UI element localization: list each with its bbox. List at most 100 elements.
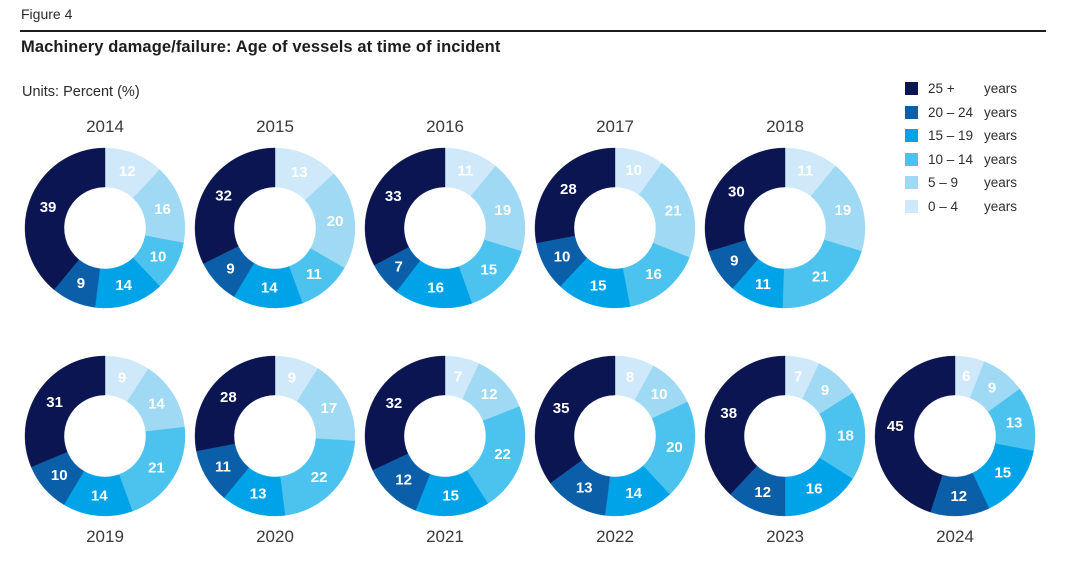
segment-value-label: 30: [728, 183, 745, 200]
segment-value-label: 14: [91, 488, 108, 505]
figure-label: Figure 4: [21, 6, 73, 22]
legend-item-20-24: 20 – 24 years: [905, 105, 1017, 120]
segment-value-label: 12: [481, 386, 498, 403]
segment-value-label: 6: [962, 368, 970, 385]
segment-value-label: 10: [651, 386, 668, 403]
donut-chart-2015: 2015 13 20 11 14 9 32: [190, 114, 360, 310]
year-label-2019: 2019: [86, 527, 124, 546]
donut-2024: 6 9 13 15 12 45: [874, 355, 1036, 517]
segment-value-label: 9: [226, 261, 234, 278]
segment-value-label: 11: [306, 266, 322, 283]
legend-unit-label: years: [984, 175, 1018, 190]
legend-item-0-4: 0 – 4 years: [905, 199, 1017, 214]
year-label-2021: 2021: [426, 527, 464, 546]
segment-value-label: 9: [288, 369, 296, 386]
page-title: Machinery damage/failure: Age of vessels…: [21, 38, 501, 56]
segment-value-label: 11: [755, 276, 771, 293]
donut-2016: 11 19 15 16 7 33: [364, 147, 526, 309]
segment-value-label: 28: [220, 389, 237, 406]
segment-25-plus: [364, 147, 446, 266]
units-label: Units: Percent (%): [22, 84, 140, 100]
year-label-2015: 2015: [256, 117, 294, 136]
segment-value-label: 10: [554, 249, 571, 266]
segment-25-plus: [194, 147, 276, 264]
segment-value-label: 21: [665, 203, 682, 220]
segment-value-label: 20: [327, 213, 344, 230]
year-label-2016: 2016: [426, 117, 464, 136]
donut-chart-2024: 6 9 13 15 12 45 2024: [870, 354, 1040, 550]
segment-value-label: 9: [988, 380, 996, 397]
segment-value-label: 13: [291, 164, 308, 181]
year-label-2020: 2020: [256, 527, 294, 546]
legend-swatch-0-4: [905, 199, 918, 213]
year-label-2014: 2014: [86, 117, 124, 136]
donut-chart-2016: 2016 11 19 15 16 7 33: [360, 114, 530, 310]
donut-chart-2022: 8 10 20 14 13 35 2022: [530, 354, 700, 550]
year-label-2024: 2024: [936, 527, 974, 546]
legend-swatch-10-14: [905, 152, 918, 166]
segment-value-label: 11: [215, 458, 231, 475]
segment-25-plus: [874, 355, 956, 513]
segment-value-label: 12: [119, 163, 136, 180]
donut-chart-2018: 2018 11 19 21 11 9 30: [700, 114, 870, 310]
segment-value-label: 38: [720, 405, 737, 422]
legend-range-label: 5 – 9: [928, 175, 959, 190]
legend-unit-label: years: [984, 151, 1018, 167]
segment-value-label: 32: [215, 188, 232, 205]
legend-range-label: 20 – 24: [928, 104, 974, 120]
segment-value-label: 13: [1006, 414, 1023, 431]
donut-2018: 11 19 21 11 9 30: [704, 147, 866, 309]
donut-row-2: 9 14 21 14 10 31 2019 9 17 22 13 11 28 2020 7 12 22 15 12 3…: [20, 354, 1040, 550]
legend-item-5-9: 5 – 9 years: [905, 175, 1017, 190]
donut-chart-2023: 7 9 18 16 12 38 2023: [700, 354, 870, 550]
legend-swatch-20-24: [905, 105, 918, 119]
segment-25-plus: [704, 355, 786, 495]
legend-unit-label: years: [984, 128, 1018, 143]
segment-value-label: 9: [77, 275, 85, 292]
donut-2021: 7 12 22 15 12 32: [364, 355, 526, 517]
segment-value-label: 11: [797, 163, 813, 180]
segment-value-label: 16: [427, 279, 444, 296]
segment-value-label: 17: [321, 400, 338, 417]
segment-value-label: 16: [154, 201, 171, 218]
legend-item-10-14: 10 – 14 years: [905, 152, 1017, 167]
segment-value-label: 7: [395, 258, 403, 275]
segment-value-label: 7: [794, 368, 802, 385]
segment-value-label: 7: [454, 368, 462, 385]
donut-chart-2019: 9 14 21 14 10 31 2019: [20, 354, 190, 550]
segment-value-label: 14: [115, 277, 132, 294]
donut-2014: 12 16 10 14 9 39: [24, 147, 186, 309]
segment-value-label: 22: [311, 469, 328, 486]
segment-value-label: 21: [812, 269, 829, 286]
donut-row-1: 2014 12 16 10 14 9 39 2015 13 20 11 14 9 32 2016 11 19 15…: [20, 114, 870, 310]
segment-value-label: 8: [626, 369, 634, 386]
segment-25-plus: [24, 355, 106, 468]
segment-value-label: 15: [994, 465, 1011, 482]
legend-unit-label: years: [984, 81, 1018, 96]
segment-value-label: 12: [950, 488, 967, 505]
segment-value-label: 31: [46, 394, 63, 411]
segment-value-label: 9: [821, 382, 829, 399]
header-rule: [20, 30, 1046, 32]
segment-value-label: 12: [395, 472, 412, 489]
segment-value-label: 18: [837, 428, 854, 445]
donut-2020: 9 17 22 13 11 28: [194, 355, 356, 517]
segment-value-label: 28: [560, 181, 577, 198]
segment-value-label: 33: [385, 188, 402, 205]
segment-25-plus: [364, 355, 446, 471]
segment-value-label: 10: [625, 162, 642, 179]
segment-value-label: 19: [495, 202, 512, 219]
donut-chart-2014: 2014 12 16 10 14 9 39: [20, 114, 190, 310]
segment-value-label: 15: [480, 261, 497, 278]
segment-25-plus: [534, 355, 616, 484]
segment-value-label: 21: [148, 459, 165, 476]
legend-item-25-plus: 25 + years: [905, 81, 1017, 96]
legend-unit-label: years: [984, 104, 1018, 120]
segment-value-label: 14: [148, 396, 165, 413]
donut-2019: 9 14 21 14 10 31: [24, 355, 186, 517]
donut-chart-2017: 2017 10 21 16 15 10 28: [530, 114, 700, 310]
donut-chart-2020: 9 17 22 13 11 28 2020: [190, 354, 360, 550]
segment-value-label: 19: [835, 202, 852, 219]
legend-item-15-19: 15 – 19 years: [905, 128, 1017, 143]
segment-value-label: 16: [645, 266, 662, 283]
